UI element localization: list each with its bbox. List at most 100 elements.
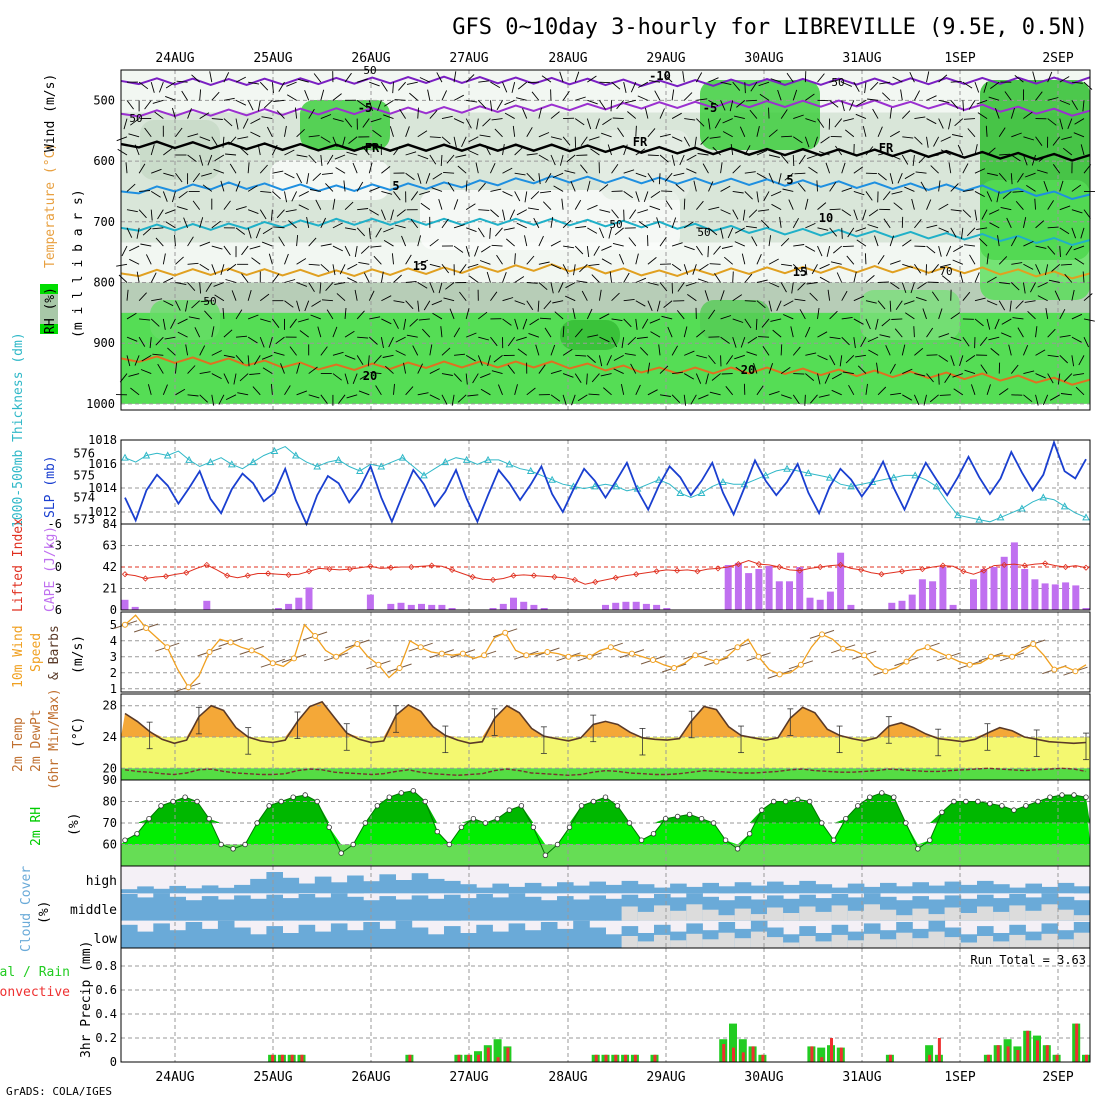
wind-barb: [1042, 394, 1049, 406]
wind-barb: [417, 363, 424, 374]
cape-bar: [898, 600, 906, 610]
wind-barb: [321, 172, 333, 175]
wind-barb: [214, 154, 225, 162]
wind-barb: [550, 216, 554, 228]
wind-barb: [478, 80, 490, 83]
cape-bar: [1062, 582, 1070, 610]
wind-barb: [720, 162, 723, 174]
wind-barb: [712, 146, 721, 156]
wind-speed-point: [882, 668, 889, 675]
wind-barb: [1059, 355, 1069, 364]
precip-conv-bar: [653, 1054, 657, 1062]
rh-point: [314, 798, 320, 805]
cloud-layer-low: low: [94, 932, 118, 947]
wind-barb: [502, 297, 514, 302]
wind-barb: [171, 107, 176, 119]
wind-barb: [933, 136, 940, 147]
wind-barb: [162, 318, 166, 330]
cape-bar: [418, 603, 425, 610]
li-point: [653, 568, 660, 575]
wind-barb: [756, 300, 766, 309]
wind-barb: [128, 133, 140, 138]
wind-barb: [1006, 217, 1012, 229]
wind-barb: [768, 390, 780, 396]
wind-barb: [778, 173, 782, 185]
wind-barb: [423, 300, 431, 311]
wind-barb: [835, 145, 843, 156]
cape-bar: [612, 602, 620, 610]
wind-barb: [381, 166, 391, 174]
wind-barb: [544, 327, 552, 338]
wind-barb: [502, 272, 507, 283]
wind-barb: [222, 136, 225, 148]
cape-bar: [387, 603, 395, 610]
thickness-point: [783, 464, 791, 472]
wind-barb: [890, 392, 902, 396]
wind-barb: [623, 318, 632, 328]
wind-barb: [599, 209, 611, 213]
wind-barb: [201, 172, 212, 177]
precip-total-bar: [738, 1039, 747, 1062]
wind-barb: [526, 387, 536, 396]
wind-barb: [512, 125, 516, 137]
wind-barb: [744, 300, 756, 302]
wind-barb: [296, 282, 308, 287]
wind-barb: [152, 353, 164, 356]
wind-barb: [147, 384, 152, 395]
wind-barb: [187, 282, 196, 291]
wind-barb: [526, 282, 538, 284]
wind-barb: [647, 282, 659, 286]
slp-line: [124, 439, 1087, 527]
thickness-point: [206, 458, 215, 466]
wind-barb: [768, 235, 772, 247]
wind-barb: [1035, 394, 1039, 406]
wind-barb: [574, 328, 583, 338]
wind-barb: [377, 100, 382, 111]
wind-barb: [507, 364, 516, 374]
ylabel-convective: Convective: [0, 985, 70, 1000]
wind-barb: [692, 264, 697, 275]
wind-barb: [383, 114, 394, 119]
wind-barb: [708, 309, 716, 320]
wind-barb: [562, 394, 567, 406]
wind-barb: [806, 154, 818, 160]
y-tick-wind: 2: [110, 666, 117, 680]
wind-barb: [538, 132, 550, 138]
cloud-cell: [153, 893, 170, 921]
wind-barb: [656, 300, 661, 312]
wind-barb: [187, 154, 197, 162]
wind-barb: [586, 308, 593, 320]
contour-label: FR: [879, 141, 894, 155]
precip-conv-bar: [1016, 1050, 1020, 1062]
wind-barb: [627, 336, 637, 346]
wind-barb: [199, 241, 211, 247]
wind-barb: [550, 136, 562, 140]
li-point: [755, 561, 762, 568]
wind-barb: [347, 263, 358, 270]
cloud-cell: [347, 930, 364, 948]
wind-barb: [988, 96, 1000, 101]
rh-point: [1083, 794, 1089, 800]
wind-barb: [659, 282, 668, 292]
wind-barb: [358, 390, 370, 396]
wind-barb: [867, 98, 879, 101]
dewpt-band: [121, 768, 1090, 780]
wind-barb: [650, 331, 661, 338]
wind-barb: [490, 336, 498, 347]
wind-barb: [296, 154, 308, 158]
rh-point: [686, 811, 693, 818]
wind-barb: [986, 384, 991, 395]
wind-barb: [1034, 198, 1036, 210]
precip-conv-bar: [271, 1054, 275, 1062]
wind-barb: [175, 362, 178, 374]
wind-barb: [200, 300, 212, 303]
wind-barb: [271, 82, 274, 94]
precip-conv-bar: [280, 1054, 284, 1062]
wind-barb: [410, 218, 419, 229]
wind-barb: [768, 154, 780, 158]
li-point: [674, 567, 681, 574]
wind-barb: [714, 118, 721, 129]
wind-barb: [405, 386, 414, 396]
wind-barb: [144, 100, 152, 110]
rh-point: [146, 816, 152, 822]
